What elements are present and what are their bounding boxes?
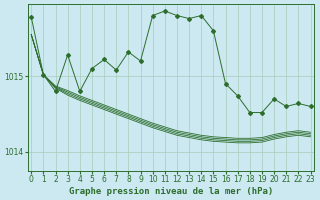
- X-axis label: Graphe pression niveau de la mer (hPa): Graphe pression niveau de la mer (hPa): [69, 187, 273, 196]
